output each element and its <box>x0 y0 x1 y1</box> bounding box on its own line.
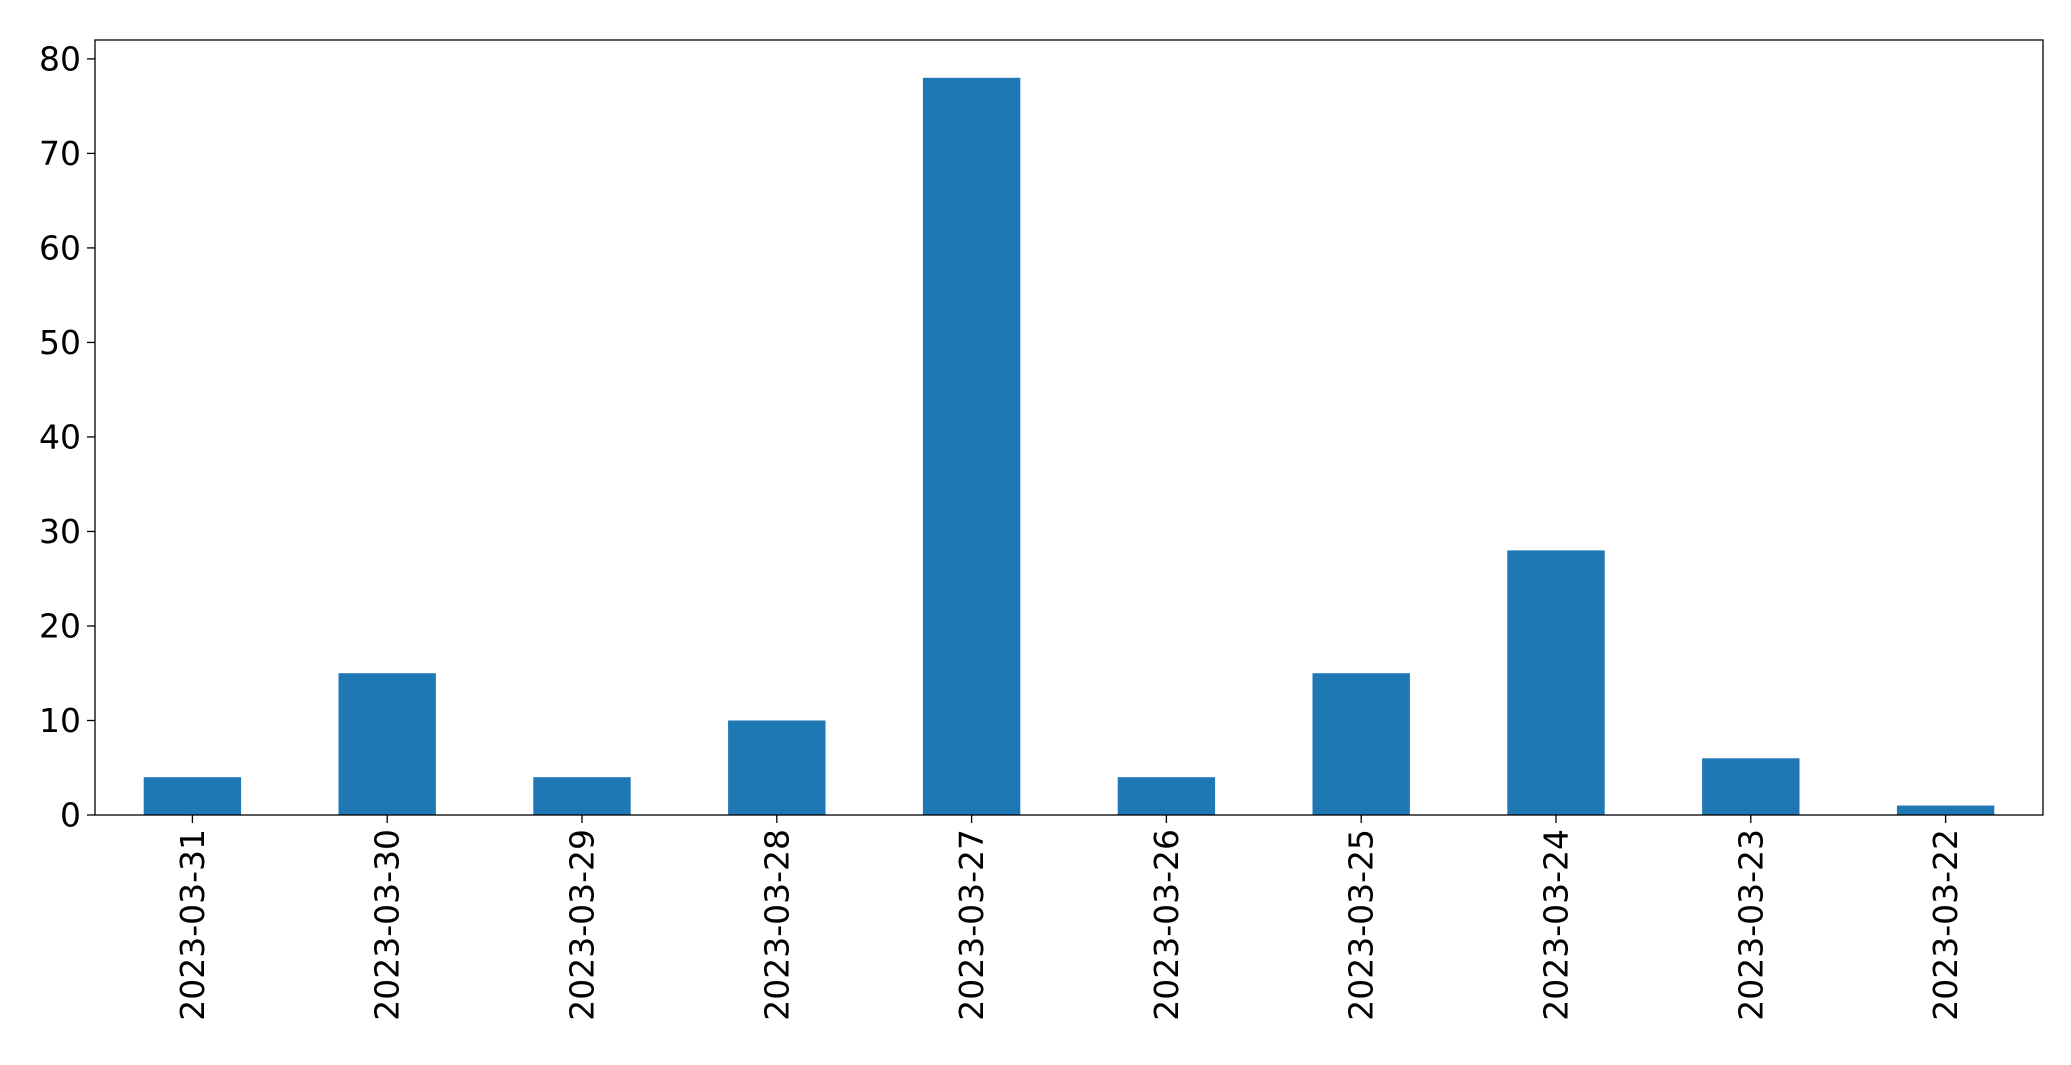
y-tick-label: 0 <box>60 796 81 835</box>
x-axis-ticks: 2023-03-31 2023-03-30 2023-03-29 2023-03-28… <box>173 815 1965 1021</box>
y-tick-label: 10 <box>39 701 81 740</box>
plot-frame <box>94 39 2044 816</box>
y-tick-label: 50 <box>39 323 81 362</box>
x-tick-label: 2023-03-28 <box>757 829 796 1021</box>
y-tick-label: 40 <box>39 417 81 456</box>
bar-2023-03-29 <box>533 777 631 815</box>
x-tick-label: 2023-03-22 <box>1926 829 1965 1021</box>
x-tick-label: 2023-03-24 <box>1537 829 1576 1021</box>
y-tick-label: 80 <box>39 39 81 78</box>
bar-2023-03-26 <box>1117 777 1216 815</box>
y-tick-label: 30 <box>39 512 81 551</box>
bar-2023-03-27 <box>922 77 1021 816</box>
bar-2023-03-28 <box>728 720 826 815</box>
y-tick-label: 20 <box>39 606 81 645</box>
y-tick-label: 70 <box>39 134 81 173</box>
bar-2023-03-23 <box>1702 758 1800 815</box>
bar-2023-03-30 <box>338 673 436 815</box>
bars-layer <box>143 77 1995 816</box>
bar-2023-03-24 <box>1507 550 1605 815</box>
x-tick-label: 2023-03-31 <box>173 829 212 1021</box>
bar-2023-03-22 <box>1896 805 1995 815</box>
y-axis-ticks: 0 10 20 30 40 50 60 70 80 <box>39 39 95 835</box>
x-tick-label: 2023-03-23 <box>1731 829 1770 1021</box>
x-tick-label: 2023-03-29 <box>563 829 602 1021</box>
bar-2023-03-25 <box>1312 673 1410 815</box>
x-tick-label: 2023-03-27 <box>952 829 991 1021</box>
x-tick-label: 2023-03-25 <box>1342 829 1381 1021</box>
y-tick-label: 60 <box>39 228 81 267</box>
bar-2023-03-31 <box>143 777 242 815</box>
x-tick-label: 2023-03-26 <box>1147 829 1186 1021</box>
x-tick-label: 2023-03-30 <box>368 829 407 1021</box>
